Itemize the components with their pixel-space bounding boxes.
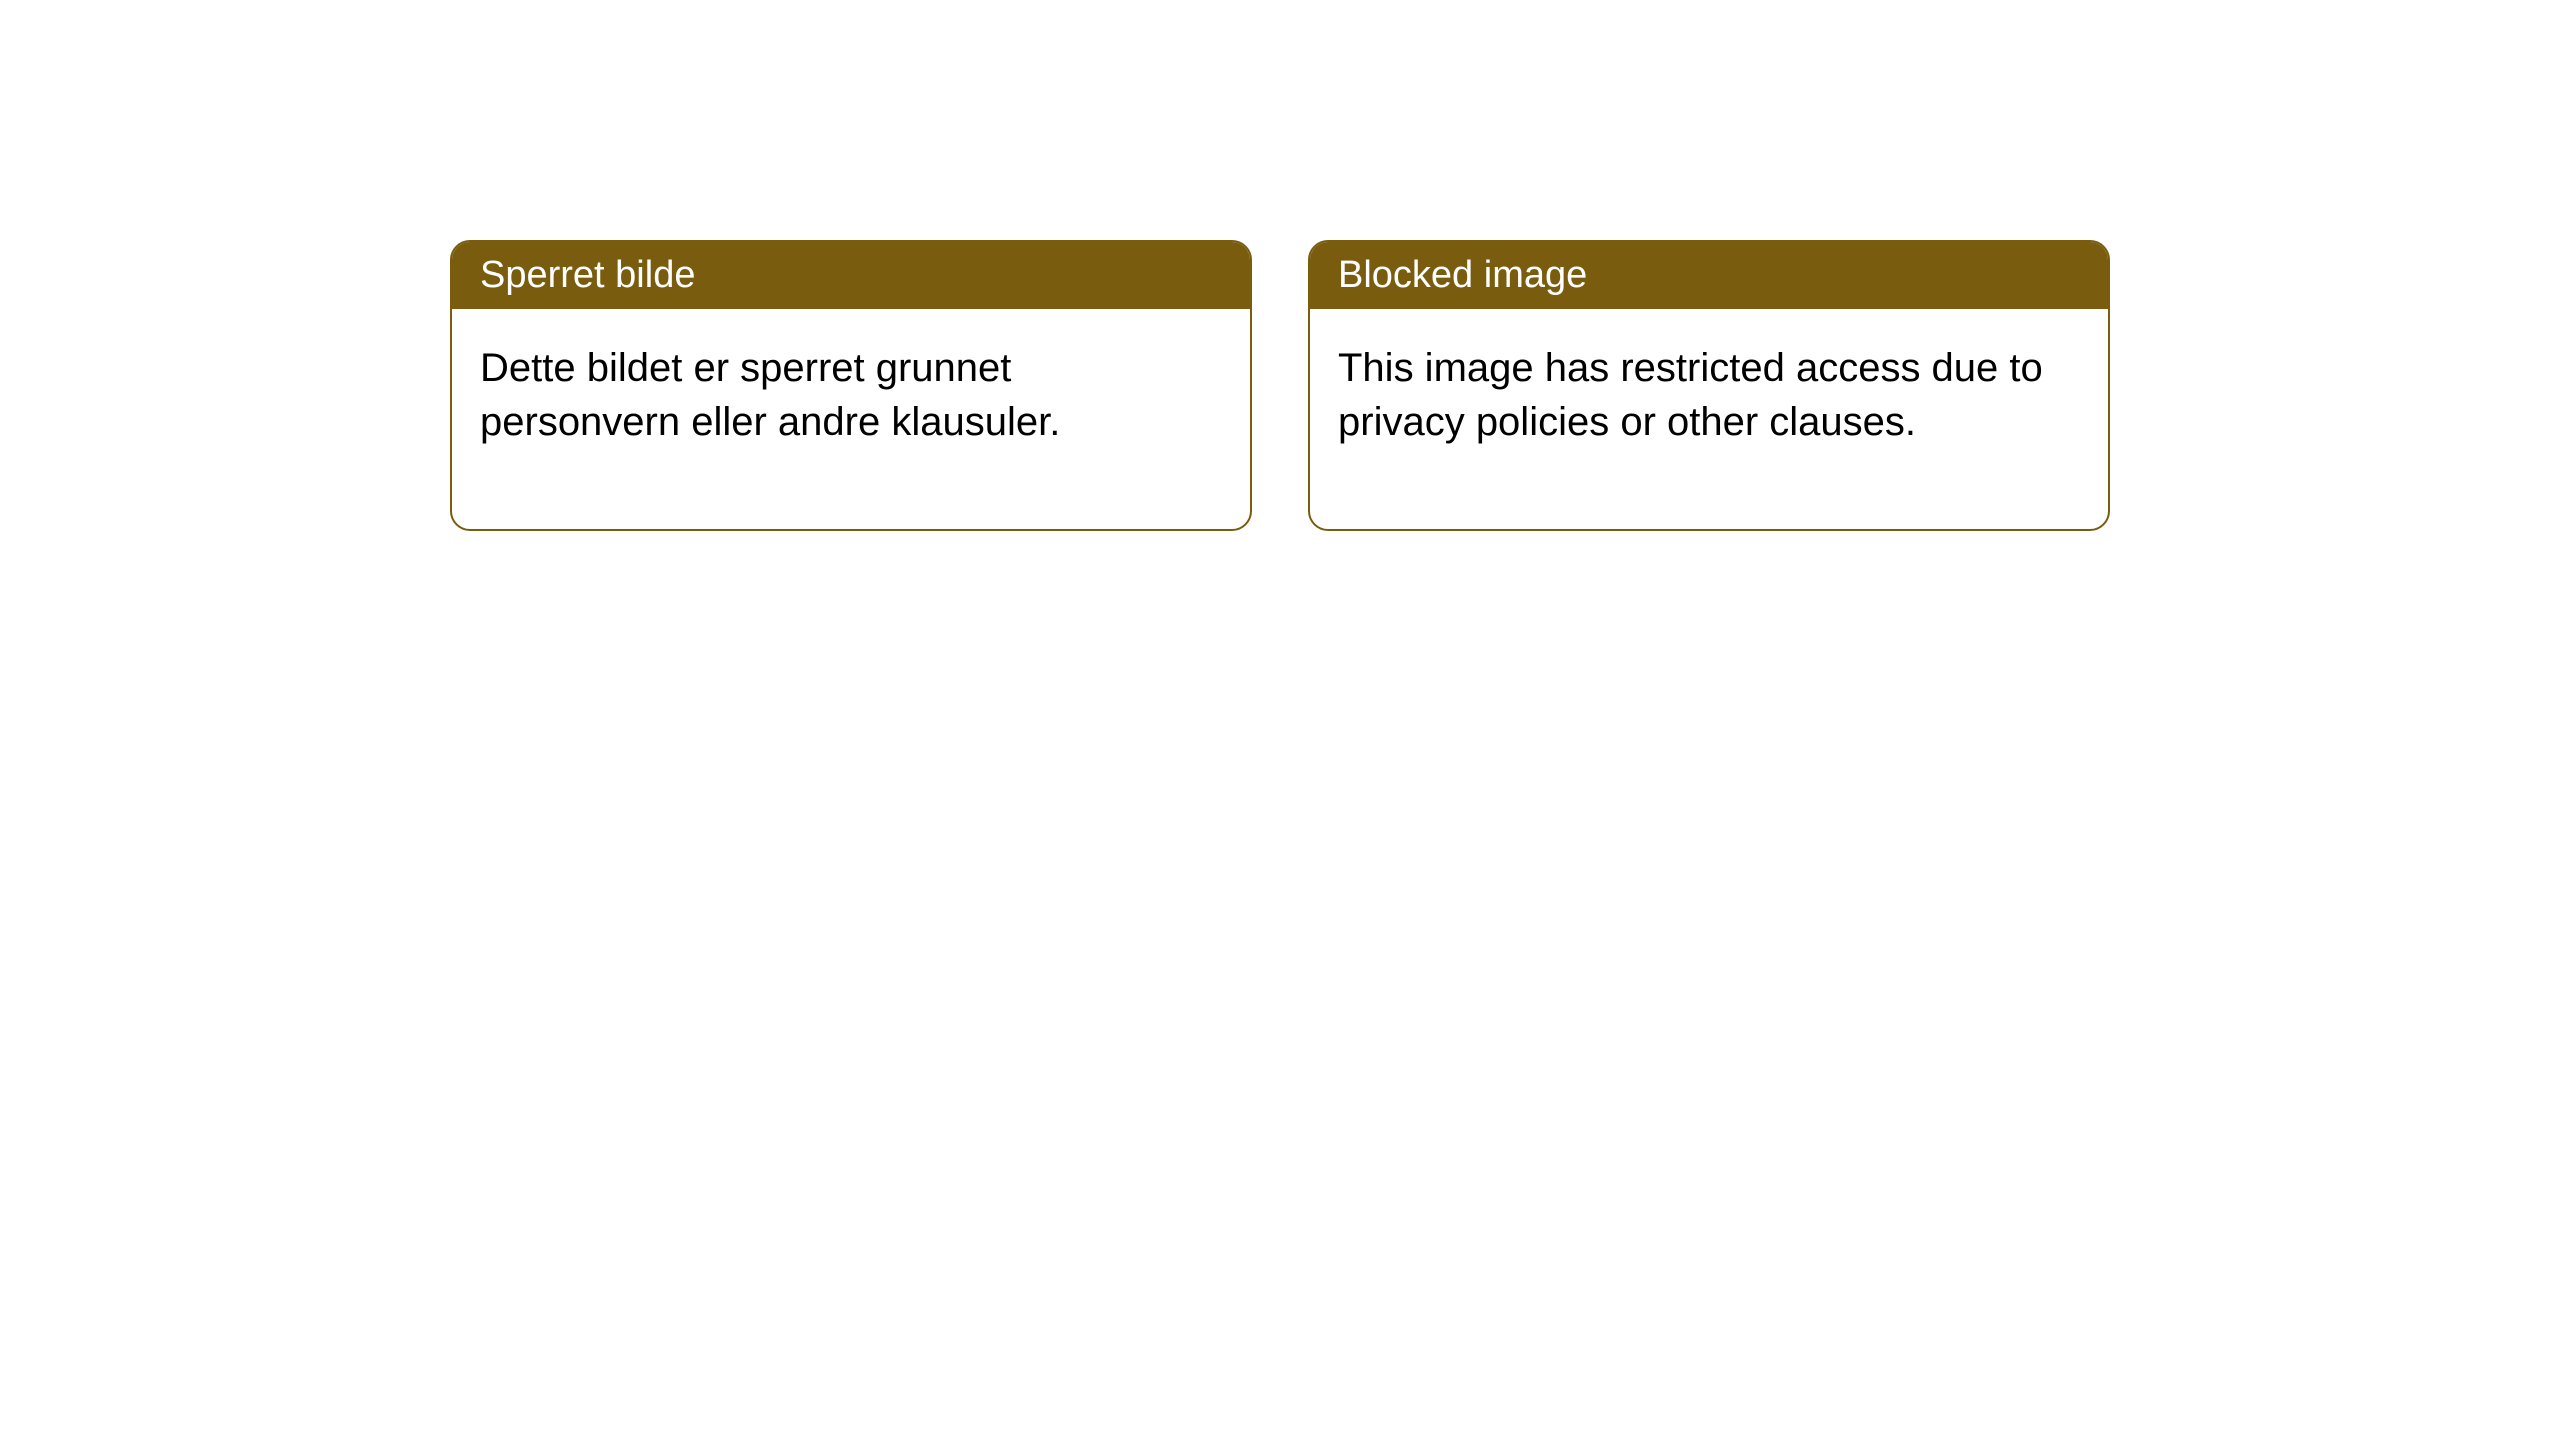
- notice-title-english: Blocked image: [1338, 254, 1587, 296]
- notice-cards-container: Sperret bilde Dette bildet er sperret gr…: [450, 240, 2110, 531]
- notice-card-english: Blocked image This image has restricted …: [1308, 240, 2110, 531]
- notice-title-norwegian: Sperret bilde: [480, 254, 695, 296]
- notice-body-english: This image has restricted access due to …: [1310, 309, 2108, 529]
- notice-card-norwegian: Sperret bilde Dette bildet er sperret gr…: [450, 240, 1252, 531]
- notice-message-english: This image has restricted access due to …: [1338, 346, 2043, 444]
- notice-header-english: Blocked image: [1310, 242, 2108, 309]
- notice-header-norwegian: Sperret bilde: [452, 242, 1250, 309]
- notice-message-norwegian: Dette bildet er sperret grunnet personve…: [480, 346, 1060, 444]
- notice-body-norwegian: Dette bildet er sperret grunnet personve…: [452, 309, 1250, 529]
